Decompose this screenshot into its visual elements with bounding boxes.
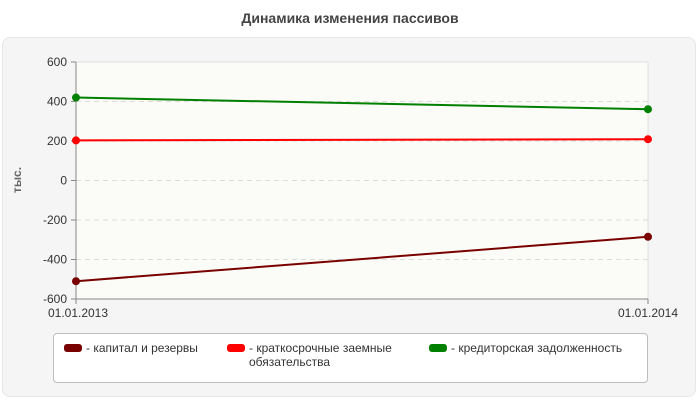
legend-item-2[interactable]: - кредиторская задолженность: [429, 341, 622, 355]
legend-item-0[interactable]: - капитал и резервы: [64, 341, 198, 355]
legend-label-2: - кредиторская задолженность: [451, 341, 623, 355]
y-tick-label-2: -200: [43, 213, 67, 227]
data-point-1-0: [72, 136, 80, 145]
y-tick-label-5: 400: [47, 95, 67, 109]
data-point-0-1: [644, 232, 652, 241]
data-point-0-0: [72, 277, 80, 286]
tick-label-layer: -600 -400 -200 0 200 400 600 01.01.2013 01.01.20…: [43, 55, 678, 320]
series-line-1: [75, 138, 649, 142]
chart-title: Динамика изменения пассивов: [241, 10, 459, 26]
legend-swatch-0: [64, 344, 82, 352]
x-tick-label-1: 01.01.2014: [618, 306, 678, 320]
legend-item-1[interactable]: - краткосрочные заемные обязательства: [227, 341, 417, 369]
series-line-0: [75, 235, 649, 283]
y-axis-label: тыс.: [10, 167, 24, 193]
legend: - капитал и резервы - краткосрочные заем…: [53, 333, 648, 383]
y-tick-label-6: 600: [47, 55, 67, 69]
x-tick-label-0: 01.01.2013: [48, 306, 108, 320]
y-tick-label-4: 200: [47, 134, 67, 148]
y-tick-label-1: -400: [43, 253, 67, 267]
data-point-1-1: [644, 135, 652, 144]
legend-label-0: - капитал и резервы: [86, 341, 198, 355]
y-tick-label-3: 0: [60, 174, 67, 188]
legend-label-1: - краткосрочные заемные обязательства: [249, 341, 392, 369]
series-layer: [72, 93, 652, 286]
y-tick-label-0: -600: [43, 292, 67, 306]
series-line-2: [75, 96, 649, 111]
data-point-2-0: [72, 93, 80, 102]
legend-swatch-2: [429, 344, 447, 352]
data-point-2-1: [644, 105, 652, 114]
legend-swatch-1: [227, 344, 245, 352]
